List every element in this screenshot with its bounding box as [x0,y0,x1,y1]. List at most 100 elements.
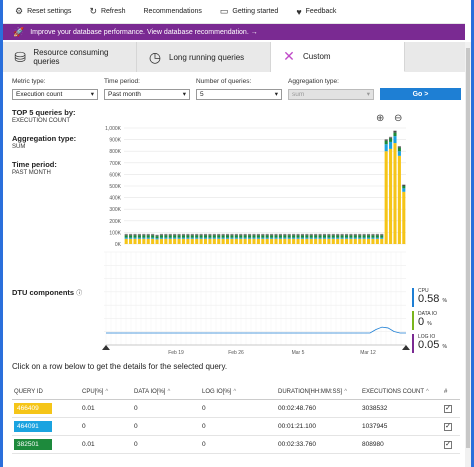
dtu-components-label: DTU components ⓘ [12,288,83,297]
bar-segment [142,233,146,235]
bar-segment [230,238,234,244]
vertical-scrollbar[interactable] [465,42,471,467]
col-cpu[interactable]: CPU[%] ^ [82,388,109,395]
bar-segment [142,237,146,239]
bar-segment [314,233,318,235]
bar-segment [314,238,318,244]
scrollbar-thumb[interactable] [466,48,470,448]
zoom-out-icon[interactable]: ⊖ [394,113,403,124]
bar-segment [309,238,313,244]
x-tick-label: Feb 26 [228,350,244,356]
refresh-button[interactable]: ↻ Refresh [89,6,126,16]
y-tick-label: 100K [109,230,121,236]
legend-log-io: LOG IO 0.05 % [412,334,468,353]
bar-segment [349,235,353,238]
dtu-cpu-line [106,326,406,334]
bar-segment [305,235,309,238]
bar-segment [151,234,155,236]
bar-segment [353,235,357,238]
bar-segment [151,238,155,244]
bar-segment [327,233,331,235]
tab-long-running[interactable]: ◷ Long running queries [137,42,271,72]
aggregation-type-select[interactable]: sum ▾ [288,88,374,100]
tab-resource-consuming[interactable]: ⛁ Resource consuming queries [3,42,137,72]
col-select[interactable]: # [444,388,448,395]
row-checkbox[interactable]: ✓ [444,404,452,413]
bar-segment [336,237,340,239]
tab-bar: ⛁ Resource consuming queries ◷ Long runn… [3,42,465,72]
bar-segment [384,140,388,145]
table-row[interactable]: 382501 0.01 0 0 00:02:33.760 808980 ✓ [12,436,460,454]
bar-segment [226,238,230,244]
bar-segment [186,235,190,238]
reset-settings-button[interactable]: ⚙ Reset settings [15,6,72,16]
y-tick-label: 700K [109,161,121,167]
bar-segment [181,233,186,235]
metric-type-select[interactable]: Execution count ▾ [12,88,98,100]
query-chart[interactable]: 1,000K 900K 800K 700K 600K 500K 400K 300K 200K 10… [86,120,412,360]
number-of-queries-select[interactable]: 5 ▾ [196,88,282,100]
bar-segment [331,233,335,235]
bar-segment [367,234,371,236]
query-id-cell: 466409 [12,403,80,414]
bar-segment [375,235,379,238]
sort-icon: ^ [167,388,171,395]
bar-segment [322,234,327,236]
row-checkbox[interactable]: ✓ [444,422,452,431]
range-handle-left [102,345,110,350]
table-body: 466409 0.01 0 0 00:02:48.760 3038532 ✓ 464091 0 0… [12,400,460,454]
bar-segment [248,235,252,238]
bar-segment [146,235,150,238]
bar-segment [384,151,388,244]
bar-segment [270,234,274,236]
refresh-icon: ↻ [89,6,97,16]
bar-segment [217,234,221,236]
bar-segment [287,233,291,235]
bar-segment [234,238,238,244]
bar-segment [203,237,208,239]
query-id-cell: 464091 [12,421,80,432]
table-row[interactable]: 464091 0 0 0 00:01:21.100 1037945 ✓ [12,418,460,436]
bar-segment [137,234,141,236]
go-button[interactable]: Go > [380,88,461,100]
zoom-in-icon[interactable]: ⊕ [376,113,385,124]
bar-segment [402,188,406,192]
getting-started-button[interactable]: ▭ Getting started [219,6,279,16]
feedback-button[interactable]: ♥ Feedback [296,6,337,17]
bar-segment [190,235,194,238]
bar-segment [358,238,362,244]
bar-segment [212,238,216,244]
col-duration[interactable]: DURATION[HH:MM:SS] ^ [278,388,348,395]
number-of-queries-label: Number of queries: [196,78,252,85]
bar-segment [164,235,168,238]
bar-segment [226,234,230,236]
bar-segment [151,235,155,238]
bar-segment [256,238,260,244]
recommendations-button[interactable]: Recommendations [143,8,202,15]
col-log-io[interactable]: LOG IO[%] ^ [202,388,237,395]
bar-segment [190,238,194,244]
bar-segment [278,233,282,235]
table-row[interactable]: 466409 0.01 0 0 00:02:48.760 3038532 ✓ [12,400,460,418]
bar-segment [318,234,322,236]
bar-segment [322,237,327,239]
tab-custom[interactable]: ✕ Custom [271,42,405,72]
y-tick-label: 500K [109,184,121,190]
bar-segment [322,233,327,235]
bar-segment [234,235,238,238]
col-executions[interactable]: EXECUTIONS COUNT ^ [362,388,429,395]
col-data-io[interactable]: DATA IO[%] ^ [134,388,171,395]
bar-segment [327,238,331,244]
recommendation-banner[interactable]: 🚀 Improve your database performance. Vie… [3,24,465,40]
bar-segment [203,238,208,244]
bar-segment [331,238,335,244]
bar-segment [252,238,256,244]
select-cell: ✓ [442,440,460,449]
bar-segment [221,233,225,235]
bar-segment [129,234,133,236]
col-query-id[interactable]: QUERY ID [14,388,43,395]
time-period-select[interactable]: Past month ▾ [104,88,190,100]
bar-segment [248,238,252,244]
row-checkbox[interactable]: ✓ [444,440,452,449]
bar-segment [318,235,322,238]
